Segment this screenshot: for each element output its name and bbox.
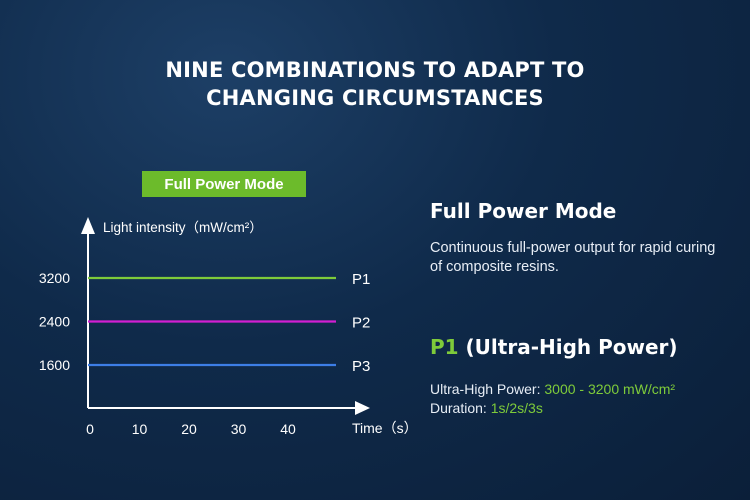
x-tick-label: 0	[86, 421, 94, 437]
x-tick-label: 20	[181, 421, 197, 437]
p1-suffix: (Ultra-High Power)	[458, 335, 678, 359]
mode-title: Full Power Mode	[430, 199, 617, 223]
heading-line-2: CHANGING CIRCUMSTANCES	[206, 86, 544, 110]
x-axis-label: Time（s）	[352, 420, 418, 436]
x-tick-label: 40	[280, 421, 296, 437]
series-label-p3: P3	[352, 358, 370, 375]
x-tick-label: 30	[231, 421, 247, 437]
chart-series	[88, 276, 336, 367]
duration-label: Duration:	[430, 400, 491, 416]
series-label-p2: P2	[352, 315, 370, 332]
heading-line-1: NINE COMBINATIONS TO ADAPT TO	[165, 58, 585, 82]
duration-spec: Duration: 1s/2s/3s	[430, 400, 543, 416]
mode-description: Continuous full-power output for rapid c…	[430, 240, 716, 275]
mode-badge: Full Power Mode	[142, 171, 306, 197]
y-tick-label: 3200	[39, 270, 70, 286]
p1-heading: P1 (Ultra-High Power)	[430, 335, 678, 359]
p1-label: P1	[430, 335, 459, 359]
chart-axes	[81, 217, 370, 415]
y-tick-label: 1600	[39, 357, 70, 373]
page-heading: NINE COMBINATIONS TO ADAPT TO CHANGING C…	[0, 56, 750, 112]
power-value: 3000 - 3200 mW/cm²	[544, 381, 676, 397]
chart-labels: Light intensity（mW/cm²） Time（s） 0 10 20 30 40 1…	[39, 220, 418, 437]
y-tick-label: 2400	[39, 314, 70, 330]
y-axis-arrow	[81, 217, 95, 234]
power-label: Ultra-High Power:	[430, 381, 545, 397]
duration-value: 1s/2s/3s	[490, 400, 543, 416]
x-axis-arrow	[355, 401, 370, 415]
x-tick-label: 10	[132, 421, 148, 437]
series-label-p1: P1	[352, 271, 370, 288]
y-axis-label: Light intensity（mW/cm²）	[103, 220, 263, 235]
power-spec: Ultra-High Power: 3000 - 3200 mW/cm²	[430, 381, 675, 397]
